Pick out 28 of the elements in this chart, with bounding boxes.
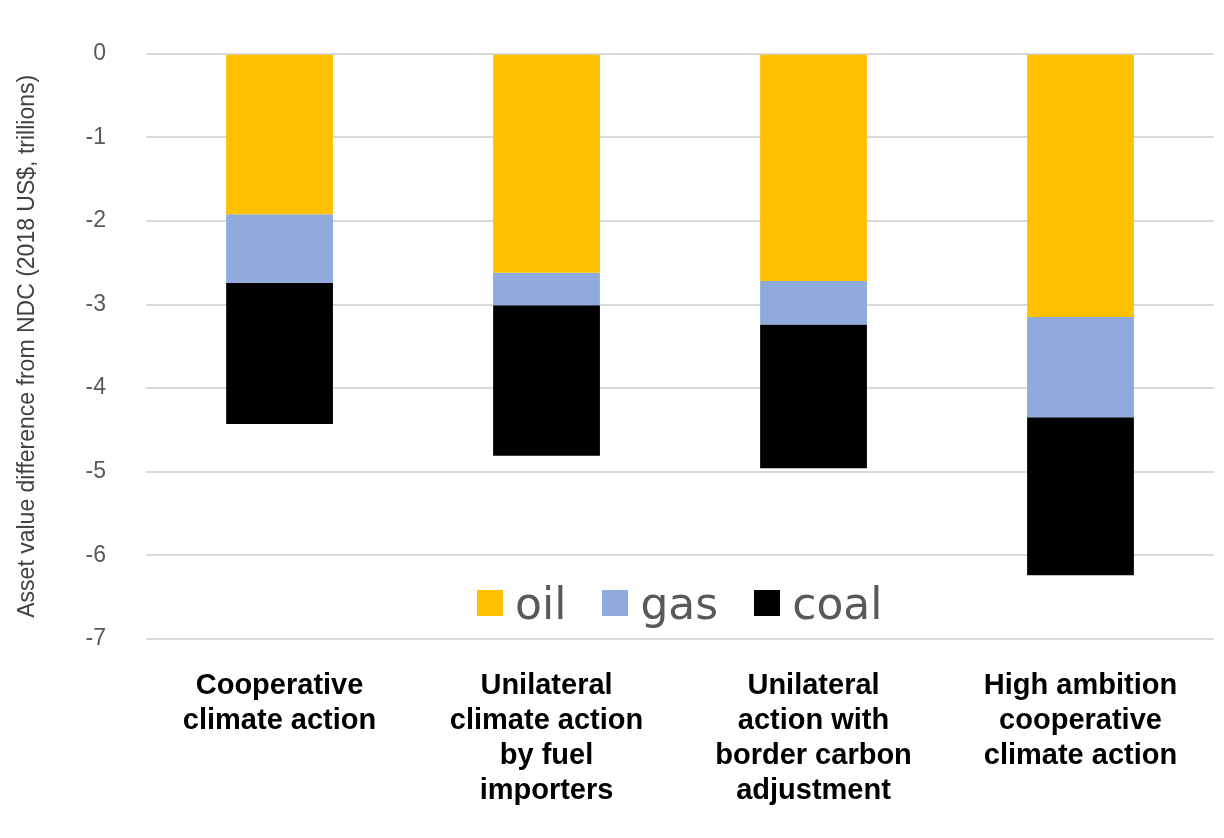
x-tick-label: Unilateral climate action by fuel importers [449, 668, 644, 805]
y-tick-label: 0 [93, 39, 107, 66]
bar [493, 54, 600, 273]
y-tick-label: -2 [85, 206, 107, 233]
legend-label: oil [515, 577, 567, 629]
y-tick-label: -4 [85, 373, 107, 400]
y-tick-label: -6 [85, 540, 107, 567]
x-tick-label: High ambition cooperative climate action [983, 668, 1178, 770]
bar [226, 214, 333, 283]
bar [1027, 54, 1134, 318]
bar [226, 282, 333, 425]
x-tick-label: Unilateral action with border carbon adjustment [715, 668, 912, 805]
bar [226, 54, 333, 215]
y-axis-title: Asset value difference from NDC (2018 US$, trillions) [13, 74, 40, 618]
y-tick-label: -5 [85, 457, 107, 483]
bar [1027, 417, 1134, 576]
bar [493, 305, 600, 456]
bar [760, 54, 867, 282]
x-tick-label: Cooperative climate action [182, 668, 377, 735]
bar [1027, 317, 1134, 418]
y-tick-label: -7 [85, 624, 107, 651]
y-tick-label: -1 [85, 122, 107, 149]
y-tick-label: -3 [85, 289, 107, 316]
legend-label: coal [792, 577, 883, 629]
bar [760, 281, 867, 325]
bar [760, 324, 867, 469]
legend-label: gas [640, 577, 719, 629]
bar [493, 272, 600, 306]
